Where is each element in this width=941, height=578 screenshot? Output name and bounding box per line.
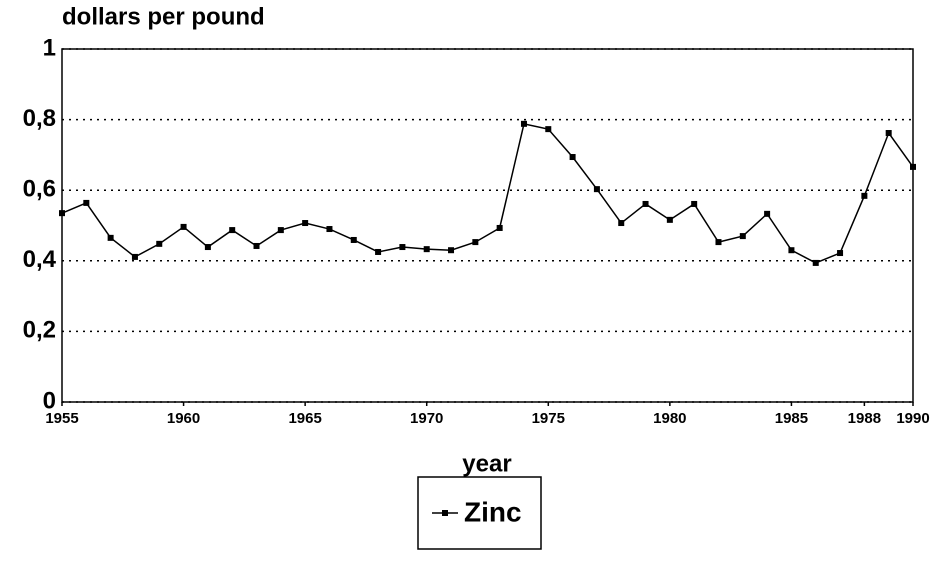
point xyxy=(326,226,333,233)
point xyxy=(642,200,649,207)
plot-frame xyxy=(61,48,914,403)
y-tick-label: 0,2 xyxy=(23,317,56,344)
point xyxy=(472,239,479,246)
point xyxy=(739,233,746,240)
point xyxy=(448,247,455,254)
y-tick-label: 0,8 xyxy=(23,105,56,132)
x-tick-label: 1980 xyxy=(653,410,686,427)
y-tick-label: 1 xyxy=(43,34,56,61)
point xyxy=(885,130,892,137)
x-tick-label: 1988 xyxy=(848,410,881,427)
point xyxy=(302,220,309,227)
x-tick-label: 1970 xyxy=(410,410,443,427)
point xyxy=(375,248,382,255)
point xyxy=(812,259,819,266)
point xyxy=(59,210,65,217)
legend-label: Zinc xyxy=(464,496,522,527)
point xyxy=(156,240,163,247)
point xyxy=(666,216,673,223)
y-tick-label: 0 xyxy=(43,387,56,414)
point xyxy=(545,126,552,133)
point xyxy=(180,223,187,230)
point xyxy=(910,163,916,170)
x-tick-label: 1955 xyxy=(45,410,78,427)
point xyxy=(618,220,625,227)
x-tick-label: 1990 xyxy=(896,410,929,427)
point xyxy=(861,192,868,199)
point xyxy=(204,244,211,251)
point xyxy=(837,250,844,257)
point xyxy=(399,244,406,251)
point xyxy=(520,120,527,127)
legend-marker xyxy=(442,510,448,516)
point xyxy=(569,154,576,161)
point xyxy=(423,246,430,253)
x-tick-label: 1985 xyxy=(775,410,808,427)
point xyxy=(253,242,260,249)
point xyxy=(107,234,114,241)
point xyxy=(83,199,90,206)
y-axis-label: dollars per pound xyxy=(62,3,265,30)
point xyxy=(496,224,503,231)
series-line xyxy=(61,122,914,264)
y-tick-label: 0,6 xyxy=(23,176,56,203)
x-tick-label: 1965 xyxy=(288,410,321,427)
point xyxy=(131,253,138,260)
point xyxy=(350,236,357,243)
point xyxy=(277,227,284,234)
point xyxy=(691,200,698,207)
x-tick-label: 1960 xyxy=(167,410,200,427)
point xyxy=(715,239,722,246)
y-tick-label: 0,4 xyxy=(23,246,57,273)
point xyxy=(764,210,771,217)
legend-box xyxy=(417,476,542,550)
x-axis-label: year xyxy=(462,450,511,477)
x-tick-label: 1975 xyxy=(532,410,565,427)
point xyxy=(593,186,600,193)
point xyxy=(788,247,795,254)
point xyxy=(229,227,236,234)
